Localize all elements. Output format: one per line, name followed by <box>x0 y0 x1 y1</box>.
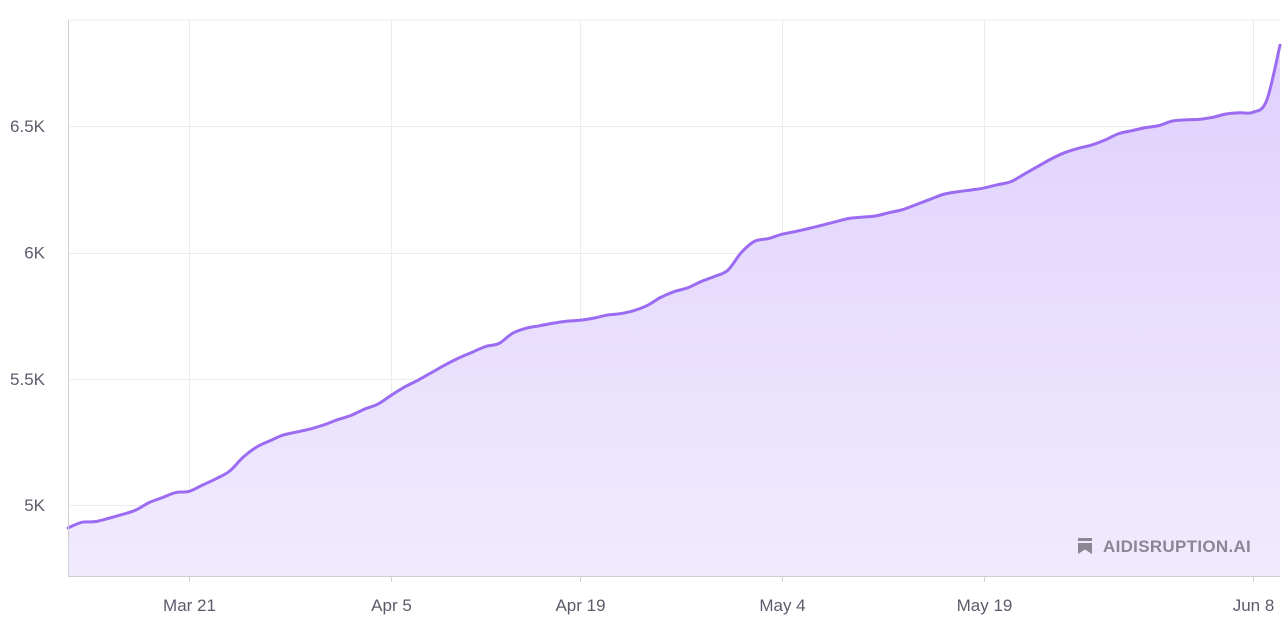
watermark-text: AIDISRUPTION.AI <box>1103 537 1251 556</box>
bookmark-icon <box>1078 538 1092 554</box>
series-line <box>66 43 1282 530</box>
y-tick-label: 5K <box>24 496 45 515</box>
y-axis-ticks: 5K 5.5K 6K 6.5K <box>10 117 46 515</box>
area-fill <box>68 45 1280 576</box>
axes <box>68 20 1280 577</box>
x-tick-label: May 19 <box>957 596 1013 615</box>
y-tick-label: 6.5K <box>10 117 46 136</box>
area-path <box>68 45 1280 576</box>
x-tick-label: May 4 <box>759 596 805 615</box>
y-tick-label: 5.5K <box>10 370 46 389</box>
x-tick-label: Mar 21 <box>163 596 216 615</box>
y-tick-label: 6K <box>24 244 45 263</box>
x-tick-label: Apr 19 <box>555 596 605 615</box>
x-tick-label: Apr 5 <box>371 596 412 615</box>
x-tick-label: Jun 8 <box>1233 596 1275 615</box>
watermark: AIDISRUPTION.AI <box>1078 537 1251 556</box>
line-path <box>66 43 1282 530</box>
x-axis-ticks: Mar 21 Apr 5 Apr 19 May 4 May 19 Jun 8 <box>163 576 1274 615</box>
